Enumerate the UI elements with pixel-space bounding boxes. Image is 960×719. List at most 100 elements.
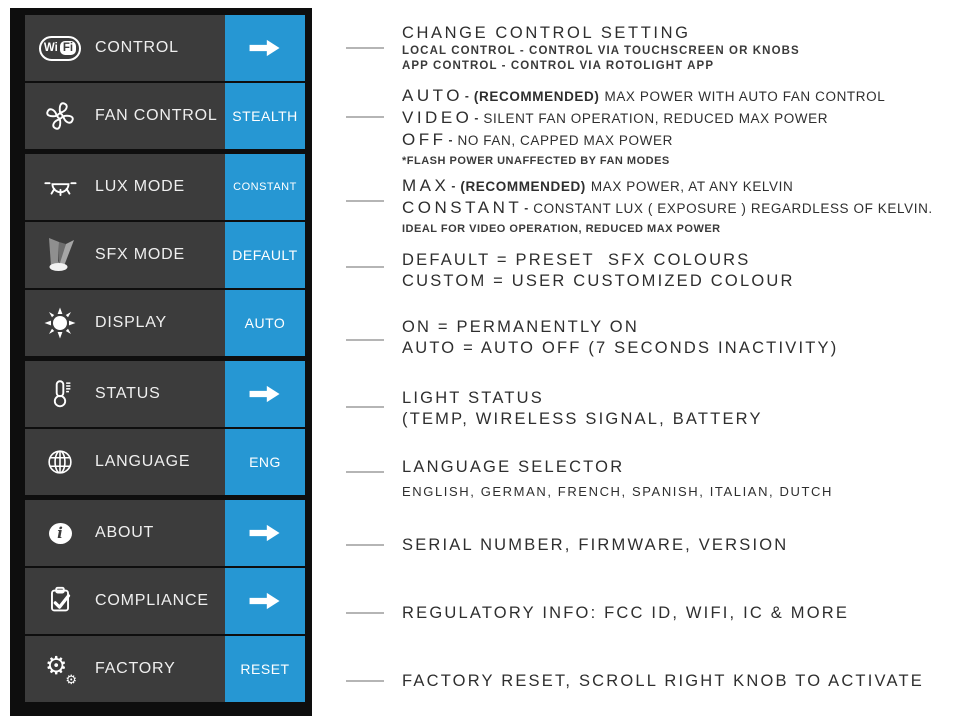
menu-item-value[interactable]: DEFAULT (225, 222, 305, 288)
menu-item-label: CONTROL (95, 39, 179, 56)
annotation-dash: - (464, 89, 469, 103)
menu-item-value[interactable]: CONSTANT (225, 154, 305, 220)
submenu-arrow-icon (249, 39, 280, 57)
connector-line-language (346, 471, 384, 473)
connector-line-factory (346, 680, 384, 682)
sun-icon (25, 290, 95, 356)
annotation-line: (TEMP, WIRELESS SIGNAL, BATTERY (402, 410, 763, 428)
row-divider (25, 634, 305, 636)
menu-row-language[interactable]: LANGUAGE ENG (25, 429, 305, 495)
wifi-icon: Wi Fi (25, 15, 95, 81)
annotation-line: CUSTOM = USER CUSTOMIZED COLOUR (402, 272, 795, 290)
annotation-line: FACTORY RESET, SCROLL RIGHT KNOB TO ACTI… (402, 672, 924, 690)
annotation-compliance: REGULATORY INFO: FCC ID, WIFI, IC & MORE (402, 603, 958, 624)
submenu-arrow-icon (249, 592, 280, 610)
wifi-logo-fi: Fi (59, 41, 77, 55)
menu-row-fan-control[interactable]: FAN CONTROL STEALTH (25, 83, 305, 149)
spotlight-icon (25, 222, 95, 288)
group-divider (25, 149, 305, 154)
menu-row-display[interactable]: DISPLAY AUTO (25, 290, 305, 356)
annotation-language: LANGUAGE SELECTOR ENGLISH, GERMAN, FRENC… (402, 457, 958, 501)
connector-line-sfx (346, 266, 384, 268)
annotation-factory: FACTORY RESET, SCROLL RIGHT KNOB TO ACTI… (402, 671, 958, 692)
menu-row-lux-mode[interactable]: LUX MODE CONSTANT (25, 154, 305, 220)
menu-item-value[interactable]: STEALTH (225, 83, 305, 149)
globe-icon (25, 429, 95, 495)
annotation-desc: CONSTANT LUX ( EXPOSURE ) REGARDLESS OF … (533, 201, 933, 216)
annotation-line: AUTO = AUTO OFF (7 SECONDS INACTIVITY) (402, 339, 839, 357)
about-submenu-button[interactable] (225, 500, 305, 566)
menu-row-about[interactable]: i ABOUT (25, 500, 305, 566)
connector-line-display (346, 339, 384, 341)
annotation-note: *FLASH POWER UNAFFECTED BY FAN MODES (402, 155, 670, 167)
annotation-line: SERIAL NUMBER, FIRMWARE, VERSION (402, 536, 789, 554)
annotation-bold: (RECOMMENDED) (460, 179, 586, 194)
annotation-term: OFF (402, 130, 447, 149)
annotation-lux: MAX - (RECOMMENDED) MAX POWER, AT ANY KELVI… (402, 175, 958, 237)
info-glyph: i (57, 523, 63, 542)
menu-item-label: SFX MODE (95, 246, 185, 263)
menu-item-label: LANGUAGE (95, 453, 191, 470)
annotation-term: MAX (402, 176, 450, 195)
annotation-term: AUTO (402, 86, 463, 105)
compliance-submenu-button[interactable] (225, 568, 305, 634)
annotation-line: VIDEO - SILENT FAN OPERATION, REDUCED MAX … (402, 107, 958, 129)
annotation-desc: NO FAN, CAPPED MAX POWER (457, 133, 673, 148)
row-divider (25, 566, 305, 568)
annotation-desc: SILENT FAN OPERATION, REDUCED MAX POWER (483, 111, 829, 126)
menu-item-value[interactable]: RESET (225, 636, 305, 702)
menu-row-factory[interactable]: ⚙ ⚙ FACTORY RESET (25, 636, 305, 702)
connector-line-compliance (346, 612, 384, 614)
wifi-logo-wi: Wi (43, 42, 58, 54)
annotation-bold: (RECOMMENDED) (473, 89, 600, 104)
submenu-arrow-icon (249, 385, 280, 403)
annotation-sfx: DEFAULT = PRESET SFX COLOURS CUSTOM = US… (402, 250, 958, 292)
thermometer-icon (25, 361, 95, 427)
submenu-arrow-icon (249, 524, 280, 542)
menu-row-compliance[interactable]: COMPLIANCE (25, 568, 305, 634)
menu-row-control[interactable]: Wi Fi CONTROL (25, 15, 305, 81)
annotation-note: IDEAL FOR VIDEO OPERATION, REDUCED MAX P… (402, 223, 721, 235)
menu-item-value[interactable]: ENG (225, 429, 305, 495)
row-divider (25, 81, 305, 83)
annotation-line: REGULATORY INFO: FCC ID, WIFI, IC & MORE (402, 604, 850, 622)
gear-large-glyph: ⚙ (45, 651, 68, 680)
menu-item-label: FAN CONTROL (95, 107, 218, 124)
menu-row-sfx-mode[interactable]: SFX MODE DEFAULT (25, 222, 305, 288)
clipboard-check-icon (25, 568, 95, 634)
annotation-dash: - (474, 111, 479, 125)
menu-item-label: DISPLAY (95, 314, 167, 331)
annotation-display: ON = PERMANENTLY ON AUTO = AUTO OFF (7 S… (402, 317, 958, 359)
group-divider (25, 495, 305, 500)
annotation-term: CONSTANT (402, 198, 523, 217)
lamp-icon (25, 154, 95, 220)
menu-item-value[interactable]: AUTO (225, 290, 305, 356)
annotation-line: AUTO - (RECOMMENDED) MAX POWER WITH AUTO FA… (402, 85, 958, 107)
annotation-term: VIDEO (402, 108, 473, 127)
fan-icon (25, 83, 95, 149)
annotation-status: LIGHT STATUS (TEMP, WIRELESS SIGNAL, BAT… (402, 388, 958, 430)
menu-item-label: STATUS (95, 385, 161, 402)
annotation-fan: AUTO - (RECOMMENDED) MAX POWER WITH AUTO FA… (402, 85, 958, 169)
menu-item-label: COMPLIANCE (95, 592, 209, 609)
annotation-line: DEFAULT = PRESET SFX COLOURS (402, 251, 751, 269)
annotation-line: CONSTANT - CONSTANT LUX ( EXPOSURE ) REGAR… (402, 197, 958, 219)
row-divider (25, 427, 305, 429)
annotation-line: APP CONTROL - CONTROL VIA ROTOLIGHT APP (402, 59, 715, 72)
menu-item-label: LUX MODE (95, 178, 185, 195)
annotation-dash: - (451, 179, 456, 193)
status-submenu-button[interactable] (225, 361, 305, 427)
group-divider (25, 356, 305, 361)
connector-line-fan (346, 116, 384, 118)
connector-line-about (346, 544, 384, 546)
connector-line-status (346, 406, 384, 408)
menu-item-label: FACTORY (95, 660, 176, 677)
annotation-line: LOCAL CONTROL - CONTROL VIA TOUCHSCREEN … (402, 45, 800, 57)
annotation-desc: MAX POWER WITH AUTO FAN CONTROL (604, 89, 886, 104)
annotation-desc: MAX POWER, AT ANY KELVIN (590, 179, 794, 194)
connector-line-control (346, 47, 384, 49)
control-submenu-button[interactable] (225, 15, 305, 81)
annotation-line: ON = PERMANENTLY ON (402, 318, 639, 336)
annotation-dash: - (524, 201, 529, 215)
menu-row-status[interactable]: STATUS (25, 361, 305, 427)
